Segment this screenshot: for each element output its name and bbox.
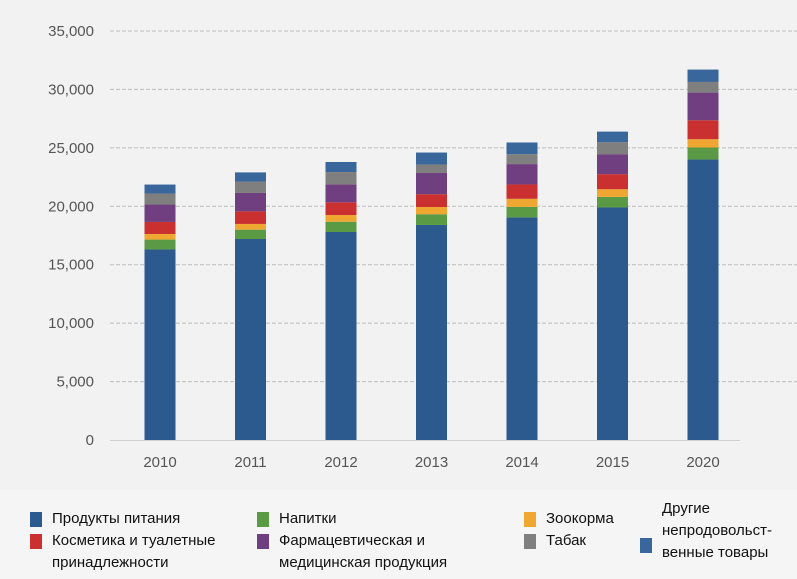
bar-segment bbox=[597, 154, 628, 175]
legend-item-drinks: Напитки bbox=[257, 508, 337, 530]
bar-segment bbox=[506, 164, 538, 185]
x-tick-label: 2011 bbox=[234, 454, 266, 471]
bar-segment bbox=[235, 172, 266, 182]
bar-segment bbox=[597, 174, 628, 190]
legend-label: Другие непродовольст-венные товары bbox=[662, 498, 772, 564]
bar-segment bbox=[506, 206, 538, 218]
bar-segment bbox=[687, 120, 719, 140]
bar-segment bbox=[687, 139, 719, 148]
bar-segment bbox=[235, 239, 266, 440]
y-tick-label: 0 bbox=[86, 432, 94, 449]
bar-segment bbox=[144, 184, 176, 194]
y-tick-label: 20,000 bbox=[48, 198, 94, 215]
legend-label-line: венные товары bbox=[662, 544, 769, 561]
bar-segment bbox=[687, 69, 719, 82]
legend-item-cosmetics: Косметика и туалетные принадлежности bbox=[30, 530, 216, 574]
legend-label-line: Другие bbox=[662, 500, 711, 517]
legend-label: Табак bbox=[546, 532, 586, 549]
legend-label: Зоокорма bbox=[546, 510, 614, 527]
legend-item-tobacco: Табак bbox=[524, 530, 586, 552]
bar-segment bbox=[416, 172, 447, 195]
bar-segment bbox=[687, 92, 719, 121]
bar-segment bbox=[687, 147, 719, 160]
bar-segment bbox=[416, 224, 447, 440]
x-tick-label: 2012 bbox=[324, 454, 357, 471]
bar-segment bbox=[597, 131, 628, 143]
bar-segment bbox=[144, 239, 176, 250]
legend-item-pharma: Фармацевтическая и медицинская продукция bbox=[257, 530, 447, 574]
legend: Продукты питания Косметика и туалетные пр… bbox=[0, 490, 797, 579]
legend-item-other: Другие непродовольст-венные товары bbox=[640, 498, 772, 564]
legend-label-line: принадлежности bbox=[52, 554, 169, 571]
bar-segment bbox=[325, 172, 357, 185]
x-tick-label: 2015 bbox=[596, 454, 629, 471]
bar-segment bbox=[144, 221, 176, 234]
legend-swatch bbox=[257, 534, 269, 549]
bar-segment bbox=[144, 233, 176, 240]
bar-segment bbox=[416, 194, 447, 207]
legend-item-petfood: Зоокорма bbox=[524, 508, 614, 530]
legend-swatch bbox=[524, 512, 536, 527]
bar-segment bbox=[687, 81, 719, 93]
legend-item-food: Продукты питания bbox=[30, 508, 180, 530]
legend-label: Косметика и туалетные принадлежности bbox=[52, 530, 216, 574]
bar-segment bbox=[325, 184, 357, 203]
bar-segment bbox=[597, 207, 628, 440]
y-tick-label: 30,000 bbox=[48, 81, 94, 98]
y-tick-label: 25,000 bbox=[48, 140, 94, 157]
bar-segment bbox=[325, 161, 357, 173]
legend-swatch bbox=[30, 512, 42, 527]
x-tick-label: 2014 bbox=[505, 454, 538, 471]
bar-segment bbox=[325, 221, 357, 232]
bar-segment bbox=[325, 231, 357, 440]
bar-segment bbox=[506, 154, 538, 165]
legend-label: Продукты питания bbox=[52, 510, 181, 527]
legend-label-line: непродовольст- bbox=[662, 522, 772, 539]
bar-segment bbox=[144, 249, 176, 440]
bar-segment bbox=[325, 202, 357, 216]
legend-swatch bbox=[257, 512, 269, 527]
legend-label: Фармацевтическая и медицинская продукция bbox=[279, 530, 447, 574]
y-tick-label: 15,000 bbox=[48, 257, 94, 274]
y-tick-label: 5,000 bbox=[56, 374, 94, 391]
y-tick-label: 35,000 bbox=[48, 23, 94, 40]
bar-segment bbox=[144, 204, 176, 222]
legend-swatch bbox=[524, 534, 536, 549]
bar-segment bbox=[235, 181, 266, 193]
bar-segment bbox=[687, 159, 719, 441]
bar-segment bbox=[416, 206, 447, 215]
legend-label-line: Фармацевтическая и bbox=[279, 532, 425, 549]
bar-segment bbox=[235, 229, 266, 240]
x-tick-label: 2010 bbox=[143, 454, 176, 471]
y-tick-label: 10,000 bbox=[48, 315, 94, 332]
bar-segment bbox=[597, 142, 628, 155]
bar-segment bbox=[144, 193, 176, 205]
legend-label: Напитки bbox=[279, 510, 337, 527]
bar-segment bbox=[597, 196, 628, 208]
bar-segment bbox=[506, 198, 538, 207]
x-tick-label: 2013 bbox=[415, 454, 448, 471]
bar-segment bbox=[506, 142, 538, 155]
bar-segment bbox=[235, 223, 266, 230]
bar-segment bbox=[235, 192, 266, 212]
bar-segment bbox=[597, 189, 628, 197]
bar-segment bbox=[325, 215, 357, 222]
stacked-bar-chart: 0 5,000 10,000 15,000 20,000 25,000 30,000 35,0… bbox=[48, 23, 797, 471]
legend-label-line: Косметика и туалетные bbox=[52, 532, 216, 549]
bar-segment bbox=[506, 184, 538, 199]
bar-segment bbox=[416, 214, 447, 225]
legend-swatch bbox=[30, 534, 42, 549]
bar-segment bbox=[416, 152, 447, 165]
bar-segment bbox=[416, 164, 447, 173]
legend-swatch bbox=[640, 538, 652, 553]
bar-segment bbox=[506, 217, 538, 440]
bar-segment bbox=[235, 211, 266, 224]
x-tick-label: 2020 bbox=[686, 454, 719, 471]
legend-label-line: медицинская продукция bbox=[279, 554, 448, 571]
